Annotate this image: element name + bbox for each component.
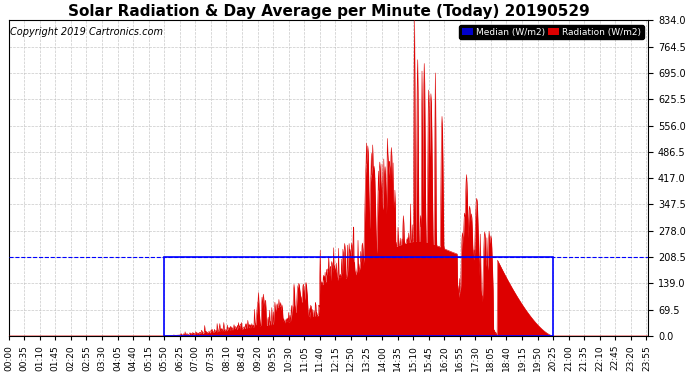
- Text: Copyright 2019 Cartronics.com: Copyright 2019 Cartronics.com: [10, 27, 163, 37]
- Title: Solar Radiation & Day Average per Minute (Today) 20190529: Solar Radiation & Day Average per Minute…: [68, 4, 589, 19]
- Bar: [164, 257, 553, 336]
- Legend: Median (W/m2), Radiation (W/m2): Median (W/m2), Radiation (W/m2): [460, 25, 644, 39]
